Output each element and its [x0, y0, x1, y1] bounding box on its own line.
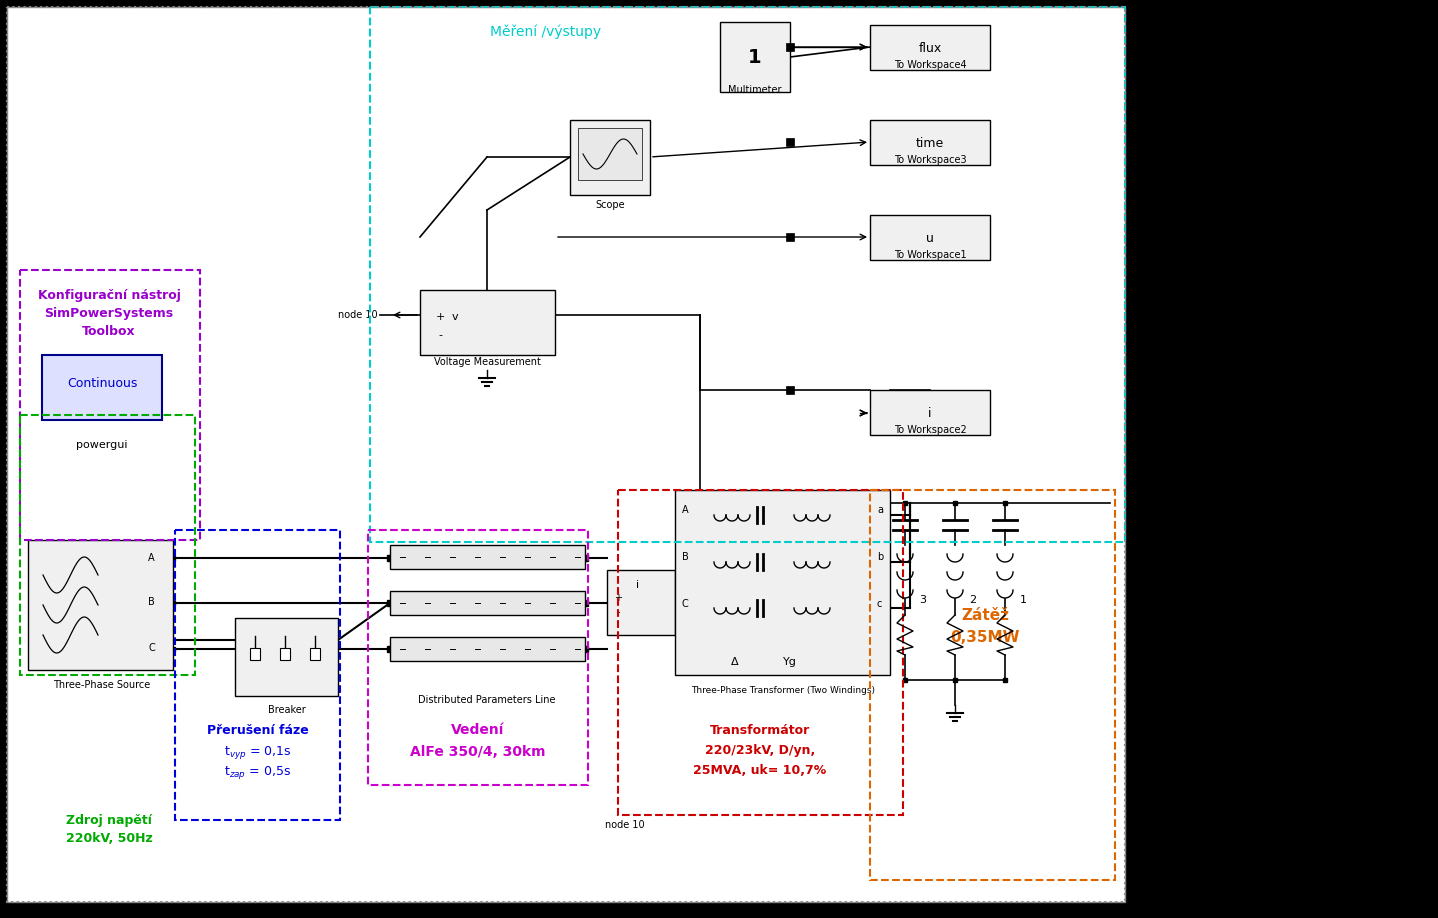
Text: v: v: [452, 312, 459, 322]
Text: i: i: [617, 620, 620, 630]
Text: SimPowerSystems: SimPowerSystems: [45, 307, 174, 319]
Text: Δ: Δ: [731, 657, 739, 667]
Text: i: i: [929, 407, 932, 420]
Text: powergui: powergui: [76, 440, 128, 450]
Bar: [870, 25, 989, 70]
Bar: [20, 270, 200, 540]
Bar: [870, 215, 989, 260]
Bar: [42, 355, 162, 420]
Bar: [787, 138, 794, 146]
Bar: [787, 386, 794, 394]
Text: Toolbox: Toolbox: [82, 324, 135, 338]
Text: 220/23kV, D/yn,: 220/23kV, D/yn,: [705, 744, 815, 756]
Bar: [250, 648, 260, 660]
Text: To Workspace3: To Workspace3: [893, 155, 966, 165]
Text: Three-Phase Transformer (Two Windings): Three-Phase Transformer (Two Windings): [692, 686, 874, 695]
Text: B: B: [682, 552, 689, 562]
Text: Zátěž: Zátěž: [961, 608, 1009, 622]
Text: Multimeter: Multimeter: [728, 85, 782, 95]
Text: AlFe 350/4, 30km: AlFe 350/4, 30km: [410, 745, 546, 759]
Text: flux: flux: [919, 41, 942, 54]
Bar: [720, 22, 789, 92]
Bar: [7, 7, 1125, 902]
Text: 1: 1: [748, 48, 762, 66]
Text: node 10: node 10: [338, 310, 378, 320]
Text: +: +: [614, 593, 623, 603]
Bar: [390, 545, 585, 569]
Bar: [870, 120, 989, 165]
Bar: [175, 530, 339, 820]
Bar: [27, 540, 173, 670]
Text: To Workspace2: To Workspace2: [893, 425, 966, 435]
Bar: [870, 390, 989, 435]
Text: Zdroj napětí: Zdroj napětí: [66, 813, 152, 826]
Text: 3: 3: [919, 595, 926, 605]
Text: t$_{zap}$ = 0,5s: t$_{zap}$ = 0,5s: [224, 764, 292, 780]
Bar: [20, 415, 196, 675]
Text: Konfigurační nástroj: Konfigurační nástroj: [37, 288, 180, 301]
Bar: [7, 7, 1125, 902]
Text: b: b: [877, 552, 883, 562]
Text: u: u: [926, 231, 933, 244]
Bar: [420, 290, 555, 355]
Text: Měření /výstupy: Měření /výstupy: [490, 25, 601, 39]
Bar: [674, 490, 890, 675]
Text: A: A: [148, 553, 155, 563]
Text: a: a: [877, 505, 883, 515]
Text: -: -: [617, 607, 620, 617]
Text: Scope: Scope: [595, 200, 626, 210]
Text: 220kV, 50Hz: 220kV, 50Hz: [66, 832, 152, 845]
Text: Three-Phase Source: Three-Phase Source: [53, 680, 151, 690]
Text: Distributed Parameters Line: Distributed Parameters Line: [418, 695, 555, 705]
Bar: [311, 648, 321, 660]
Text: 2: 2: [969, 595, 976, 605]
Text: -: -: [439, 330, 441, 340]
Bar: [390, 591, 585, 615]
Text: 1: 1: [1020, 595, 1027, 605]
Bar: [390, 637, 585, 661]
Text: time: time: [916, 137, 945, 150]
Text: Yg: Yg: [784, 657, 797, 667]
Bar: [870, 490, 1114, 880]
Bar: [368, 530, 588, 785]
Bar: [787, 233, 794, 241]
Text: 25MVA, uk= 10,7%: 25MVA, uk= 10,7%: [693, 764, 827, 777]
Text: Transformátor: Transformátor: [710, 723, 810, 736]
Bar: [234, 618, 338, 696]
Text: Přerušení fáze: Přerušení fáze: [207, 723, 309, 736]
Bar: [370, 7, 1125, 542]
Text: node 10: node 10: [605, 820, 644, 830]
Text: Continuous: Continuous: [66, 376, 137, 389]
Text: Voltage Measurement: Voltage Measurement: [434, 357, 541, 367]
Bar: [569, 120, 650, 195]
Text: +: +: [436, 312, 444, 322]
Text: t$_{vyp}$ = 0,1s: t$_{vyp}$ = 0,1s: [224, 744, 292, 760]
Text: Vedení: Vedení: [452, 723, 505, 737]
Bar: [607, 570, 674, 635]
Text: 0,35MW: 0,35MW: [951, 630, 1020, 644]
Bar: [618, 490, 903, 815]
Text: C: C: [682, 599, 689, 609]
Bar: [280, 648, 290, 660]
Text: To Workspace1: To Workspace1: [893, 250, 966, 260]
Text: i: i: [637, 580, 640, 590]
Text: Breaker: Breaker: [267, 705, 306, 715]
Bar: [578, 128, 641, 180]
Text: A: A: [682, 505, 689, 515]
Text: B: B: [148, 597, 155, 607]
Text: To Workspace4: To Workspace4: [893, 60, 966, 70]
Bar: [787, 43, 794, 51]
Text: C: C: [148, 643, 155, 653]
Text: c: c: [877, 599, 883, 609]
